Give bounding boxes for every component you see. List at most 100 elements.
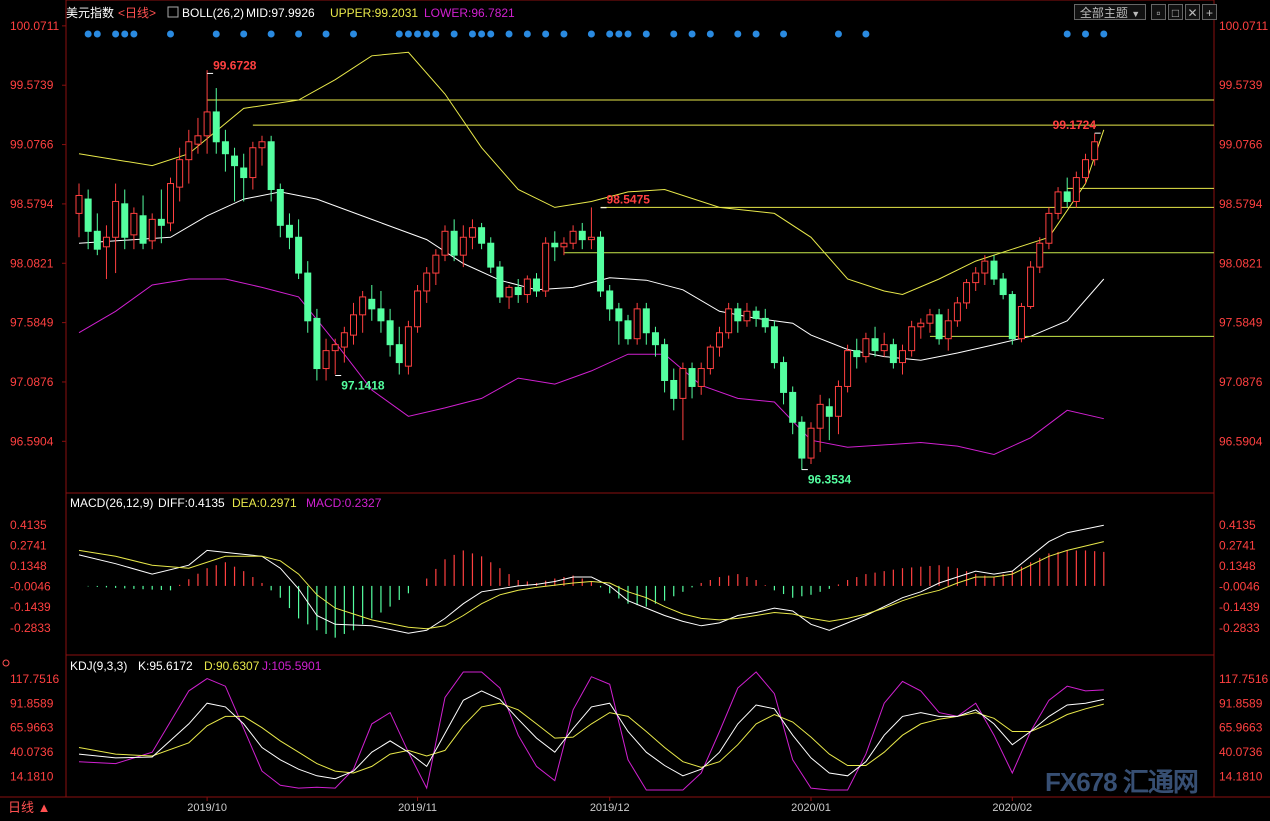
maximize-button[interactable]: □ bbox=[1168, 4, 1183, 20]
candle-body[interactable] bbox=[551, 242, 559, 248]
candle-body[interactable] bbox=[194, 135, 202, 145]
candle-body[interactable] bbox=[880, 344, 888, 352]
candle-body[interactable] bbox=[615, 308, 623, 322]
candle-body[interactable] bbox=[249, 147, 257, 179]
candle-body[interactable] bbox=[203, 111, 211, 137]
candle-body[interactable] bbox=[871, 338, 879, 352]
candle-body[interactable] bbox=[651, 332, 659, 346]
candle-body[interactable] bbox=[963, 282, 971, 304]
candle-body[interactable] bbox=[972, 272, 980, 284]
candle-body[interactable] bbox=[75, 194, 83, 214]
candle-body[interactable] bbox=[450, 230, 458, 256]
candle-body[interactable] bbox=[578, 230, 586, 241]
candle-body[interactable] bbox=[185, 141, 193, 161]
candle-body[interactable] bbox=[331, 344, 339, 352]
candle-body[interactable] bbox=[340, 332, 348, 348]
candle-body[interactable] bbox=[542, 242, 550, 292]
candle-body[interactable] bbox=[459, 236, 467, 256]
boll-indicator-label[interactable]: BOLL(26,2) bbox=[182, 6, 244, 20]
candle-body[interactable] bbox=[990, 260, 998, 280]
legend-toggle-icon[interactable] bbox=[167, 6, 179, 18]
candle-body[interactable] bbox=[798, 421, 806, 459]
candle-body[interactable] bbox=[734, 308, 742, 322]
candle-body[interactable] bbox=[212, 111, 220, 143]
candle-body[interactable] bbox=[487, 242, 495, 268]
candle-body[interactable] bbox=[899, 350, 906, 364]
candle-body[interactable] bbox=[560, 242, 568, 248]
candle-body[interactable] bbox=[1072, 177, 1080, 202]
candle-body[interactable] bbox=[606, 290, 614, 310]
candle-body[interactable] bbox=[624, 320, 632, 340]
candle-body[interactable] bbox=[642, 308, 650, 334]
candle-body[interactable] bbox=[276, 189, 284, 226]
candle-body[interactable] bbox=[1008, 294, 1016, 340]
candle-body[interactable] bbox=[706, 346, 714, 370]
candle-body[interactable] bbox=[981, 260, 989, 274]
candle-body[interactable] bbox=[926, 314, 934, 324]
candle-body[interactable] bbox=[167, 183, 174, 224]
candle-body[interactable] bbox=[633, 308, 641, 340]
candle-body[interactable] bbox=[944, 320, 952, 340]
candle-body[interactable] bbox=[258, 141, 266, 149]
candle-body[interactable] bbox=[139, 215, 147, 244]
candle-body[interactable] bbox=[1054, 191, 1062, 214]
candle-body[interactable] bbox=[1063, 191, 1071, 202]
candle-body[interactable] bbox=[670, 379, 678, 399]
candle-body[interactable] bbox=[505, 286, 513, 298]
candle-body[interactable] bbox=[1082, 159, 1089, 179]
macd-indicator-label[interactable]: MACD(26,12,9) bbox=[70, 496, 153, 510]
candle-body[interactable] bbox=[221, 141, 229, 155]
candle-body[interactable] bbox=[716, 332, 723, 348]
candle-body[interactable] bbox=[130, 212, 138, 236]
candle-body[interactable] bbox=[834, 385, 842, 417]
candle-body[interactable] bbox=[889, 344, 897, 364]
candle-body[interactable] bbox=[350, 314, 357, 336]
candle-body[interactable] bbox=[368, 298, 376, 310]
candle-body[interactable] bbox=[825, 406, 833, 417]
candle-body[interactable] bbox=[1045, 212, 1053, 244]
candle-body[interactable] bbox=[1017, 305, 1025, 340]
candle-body[interactable] bbox=[157, 218, 165, 226]
period-tab-daily[interactable]: 日线 ▲ bbox=[8, 800, 51, 815]
candle-body[interactable] bbox=[395, 344, 403, 364]
candle-body[interactable] bbox=[478, 227, 486, 244]
candle-body[interactable] bbox=[1091, 141, 1099, 161]
candle-body[interactable] bbox=[514, 286, 522, 296]
candle-body[interactable] bbox=[313, 317, 321, 370]
candle-body[interactable] bbox=[853, 350, 861, 358]
candle-body[interactable] bbox=[432, 254, 440, 274]
candle-body[interactable] bbox=[597, 236, 605, 292]
candle-body[interactable] bbox=[533, 278, 540, 292]
candle-body[interactable] bbox=[148, 218, 156, 242]
candle-body[interactable] bbox=[414, 290, 422, 328]
candle-body[interactable] bbox=[102, 236, 110, 248]
candle-body[interactable] bbox=[267, 141, 275, 191]
candle-body[interactable] bbox=[1036, 242, 1044, 268]
candle-body[interactable] bbox=[770, 326, 778, 364]
theme-select-button[interactable]: 全部主题 ▼ bbox=[1074, 4, 1146, 20]
candle-body[interactable] bbox=[231, 155, 239, 167]
candle-body[interactable] bbox=[743, 310, 751, 322]
kdj-indicator-label[interactable]: KDJ(9,3,3) bbox=[70, 659, 127, 673]
candle-body[interactable] bbox=[697, 368, 705, 387]
candle-body[interactable] bbox=[295, 236, 303, 274]
candle-body[interactable] bbox=[112, 200, 120, 238]
candle-body[interactable] bbox=[935, 314, 943, 340]
candle-body[interactable] bbox=[679, 368, 687, 399]
candle-body[interactable] bbox=[725, 308, 733, 334]
candle-body[interactable] bbox=[908, 326, 916, 352]
candle-body[interactable] bbox=[496, 266, 504, 298]
candle-body[interactable] bbox=[569, 230, 577, 244]
candle-body[interactable] bbox=[121, 203, 129, 238]
add-panel-button[interactable]: + bbox=[1202, 4, 1217, 20]
candle-body[interactable] bbox=[304, 272, 312, 322]
candle-body[interactable] bbox=[423, 272, 431, 292]
minimize-button[interactable]: ▫ bbox=[1151, 4, 1166, 20]
candle-body[interactable] bbox=[587, 236, 595, 241]
candle-body[interactable] bbox=[377, 308, 385, 322]
candle-body[interactable] bbox=[688, 368, 696, 387]
candle-body[interactable] bbox=[468, 227, 476, 238]
candle-body[interactable] bbox=[780, 362, 788, 393]
candle-body[interactable] bbox=[441, 230, 449, 256]
candle-body[interactable] bbox=[807, 427, 815, 459]
